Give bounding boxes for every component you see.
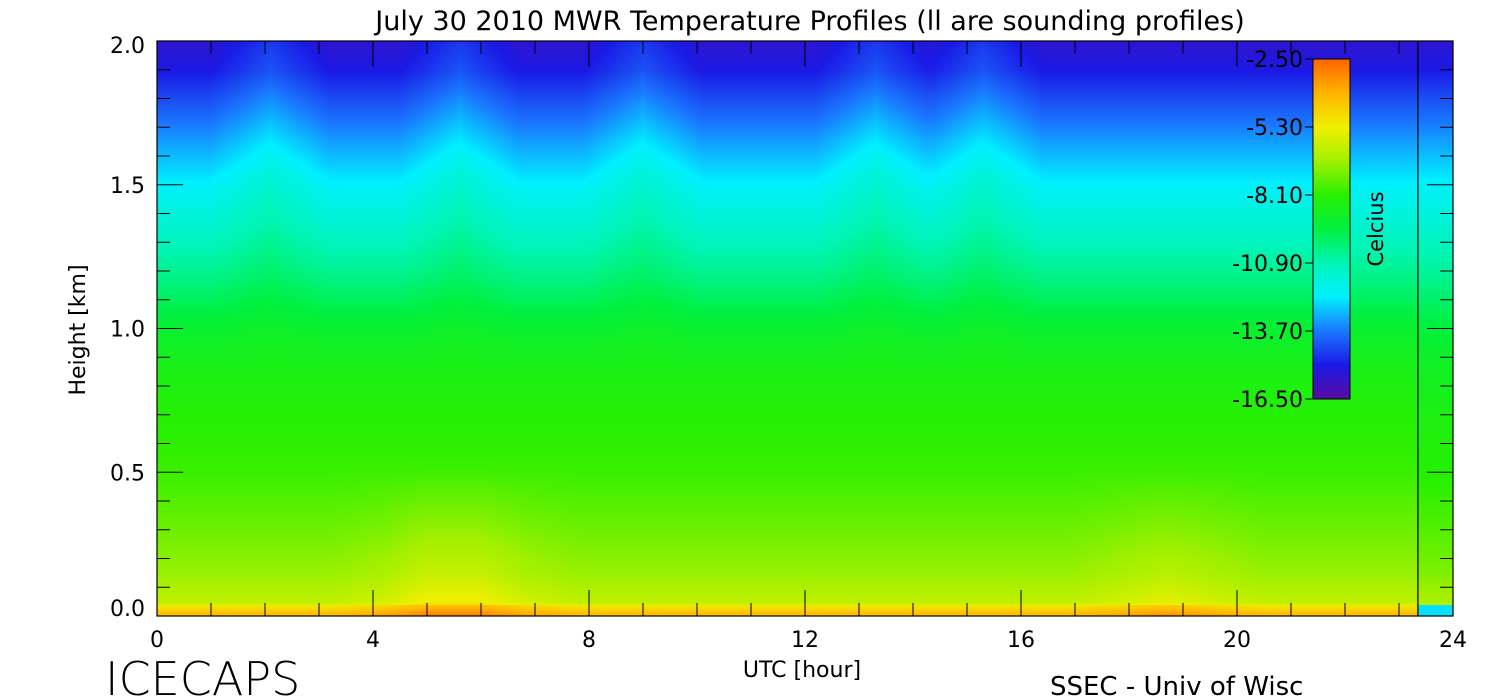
x-tick-label: 4 (366, 628, 380, 653)
x-tick-label: 8 (582, 628, 596, 653)
y-tick-label: 1.0 (110, 318, 145, 343)
footer-logo: ICECAPS (105, 652, 300, 700)
x-axis-label: UTC [hour] (743, 658, 861, 683)
colorbar-tick-label: -16.50 (1232, 388, 1303, 413)
x-tick-label: 0 (150, 628, 164, 653)
colorbar-tick-label: -10.90 (1232, 252, 1303, 277)
colorbar (1312, 58, 1351, 400)
temperature-heatmap (157, 41, 1453, 616)
colorbar-label: Celcius (1364, 191, 1388, 266)
colorbar-tick-label: -2.50 (1246, 48, 1303, 73)
x-tick-label: 12 (791, 628, 819, 653)
footer-credit: SSEC - Univ of Wisc (1050, 672, 1303, 700)
y-tick-label: 2.0 (110, 34, 145, 59)
y-tick-label: 0.5 (110, 461, 145, 486)
y-tick-label: 0.0 (110, 597, 145, 622)
x-tick-label: 20 (1223, 628, 1251, 653)
x-tick-label: 24 (1439, 628, 1467, 653)
colorbar-tick-label: -5.30 (1246, 116, 1303, 141)
colorbar-tick-label: -8.10 (1246, 184, 1303, 209)
y-tick-label: 1.5 (110, 174, 145, 199)
colorbar-tick-label: -13.70 (1232, 320, 1303, 345)
y-axis-label: Height [km] (66, 264, 91, 395)
chart-title: July 30 2010 MWR Temperature Profiles (l… (373, 6, 1244, 37)
x-tick-label: 16 (1007, 628, 1035, 653)
plot-area (156, 40, 1454, 617)
